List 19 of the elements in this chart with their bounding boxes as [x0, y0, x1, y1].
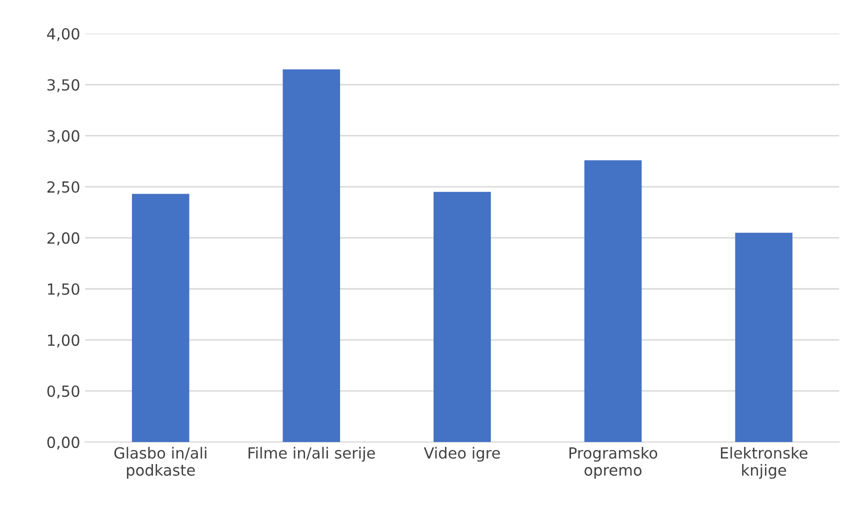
y-tick-label: 2,50: [47, 181, 80, 194]
x-tick-label: Programsko opremo: [569, 446, 658, 479]
y-tick-label: 3,50: [47, 79, 80, 92]
bar: [735, 232, 792, 442]
y-tick-label: 2,00: [47, 232, 80, 246]
x-tick-label: Elektronske knjige: [720, 446, 808, 479]
bar: [434, 192, 491, 442]
y-tick-label: 1,00: [48, 334, 80, 348]
x-tick-label: Video igre: [424, 446, 500, 462]
bar: [282, 69, 340, 442]
y-tick-label: 0,00: [47, 436, 80, 450]
y-tick-label: 4,00: [47, 28, 80, 42]
x-tick-label: Glasbo in/ali podkaste: [114, 446, 206, 479]
bar: [132, 194, 190, 442]
y-tick-label: 3,00: [47, 130, 80, 144]
x-tick-label: Filme in/ali serije: [248, 446, 375, 462]
y-tick-label: 0,50: [47, 385, 80, 399]
bar: [584, 160, 642, 442]
y-tick-label: 1,50: [48, 283, 80, 296]
